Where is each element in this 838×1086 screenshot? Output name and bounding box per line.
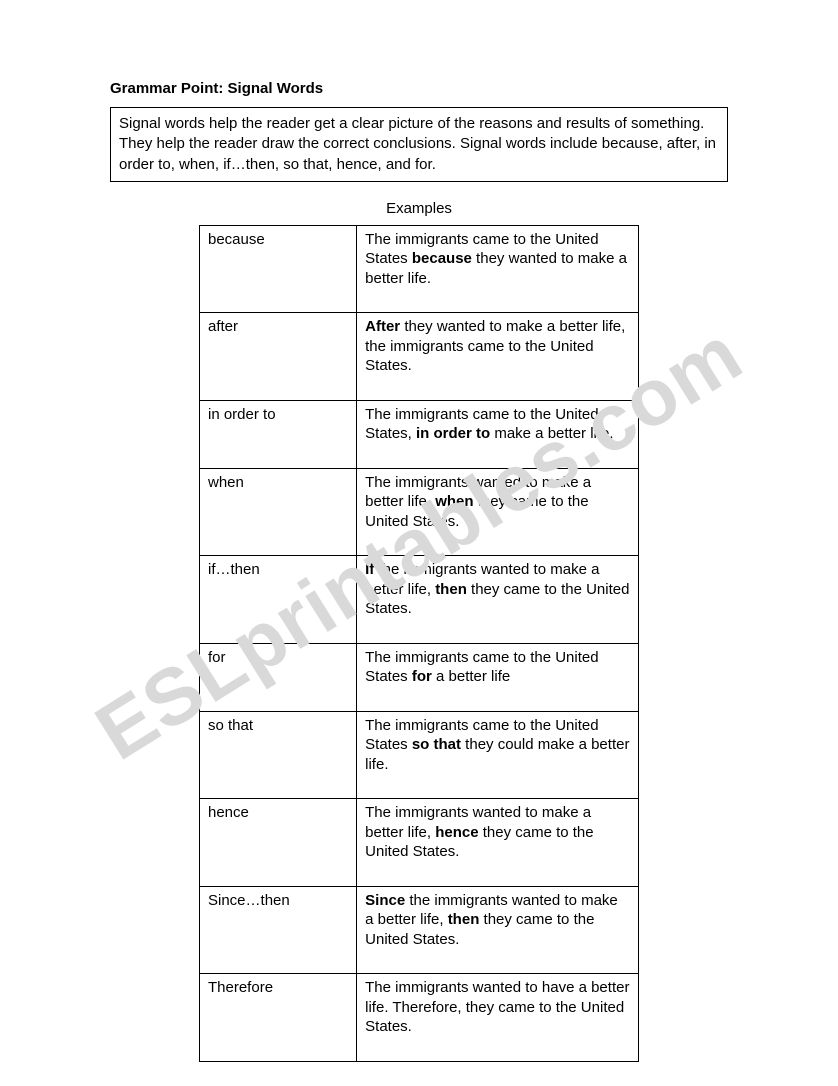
signal-word-cell: after: [200, 313, 357, 401]
sentence-part: make a better life.: [490, 425, 613, 442]
example-sentence-cell: The immigrants came to the United States…: [357, 643, 639, 711]
intro-box: Signal words help the reader get a clear…: [110, 107, 728, 182]
sentence-part: If: [365, 561, 374, 578]
page-heading: Grammar Point: Signal Words: [110, 80, 728, 97]
example-sentence-cell: The immigrants came to the United States…: [357, 711, 639, 799]
sentence-part: because: [412, 250, 472, 267]
sentence-part: when: [435, 493, 473, 510]
sentence-part: then: [435, 581, 467, 598]
sentence-part: a better life: [432, 668, 510, 685]
sentence-part: in order to: [416, 425, 490, 442]
example-sentence-cell: The immigrants wanted to have a better l…: [357, 974, 639, 1062]
signal-word-cell: in order to: [200, 400, 357, 468]
sentence-part: so that: [412, 736, 461, 753]
sentence-part: then: [448, 911, 480, 928]
example-sentence-cell: If the immigrants wanted to make a bette…: [357, 556, 639, 644]
example-sentence-cell: The immigrants came to the United States…: [357, 225, 639, 313]
signal-word-cell: hence: [200, 799, 357, 887]
examples-label: Examples: [110, 200, 728, 217]
example-sentence-cell: Since the immigrants wanted to make a be…: [357, 886, 639, 974]
page: Grammar Point: Signal Words Signal words…: [0, 0, 838, 1062]
signal-word-cell: so that: [200, 711, 357, 799]
table-row: forThe immigrants came to the United Sta…: [200, 643, 639, 711]
table-row: afterAfter they wanted to make a better …: [200, 313, 639, 401]
signal-word-cell: because: [200, 225, 357, 313]
table-row: in order toThe immigrants came to the Un…: [200, 400, 639, 468]
signal-word-cell: for: [200, 643, 357, 711]
table-row: ThereforeThe immigrants wanted to have a…: [200, 974, 639, 1062]
sentence-part: The immigrants wanted to have a better l…: [365, 979, 629, 1035]
example-sentence-cell: The immigrants wanted to make a better l…: [357, 468, 639, 556]
table-row: Since…thenSince the immigrants wanted to…: [200, 886, 639, 974]
table-row: whenThe immigrants wanted to make a bett…: [200, 468, 639, 556]
table-row: if…thenIf the immigrants wanted to make …: [200, 556, 639, 644]
sentence-part: they wanted to make a better life, the i…: [365, 318, 625, 374]
table-row: so thatThe immigrants came to the United…: [200, 711, 639, 799]
signal-word-cell: if…then: [200, 556, 357, 644]
sentence-part: for: [412, 668, 432, 685]
signal-word-cell: Therefore: [200, 974, 357, 1062]
examples-table: becauseThe immigrants came to the United…: [199, 225, 639, 1062]
example-sentence-cell: The immigrants came to the United States…: [357, 400, 639, 468]
signal-word-cell: Since…then: [200, 886, 357, 974]
examples-table-wrap: becauseThe immigrants came to the United…: [110, 225, 728, 1062]
table-row: becauseThe immigrants came to the United…: [200, 225, 639, 313]
sentence-part: hence: [435, 824, 478, 841]
example-sentence-cell: After they wanted to make a better life,…: [357, 313, 639, 401]
signal-word-cell: when: [200, 468, 357, 556]
sentence-part: After: [365, 318, 400, 335]
sentence-part: Since: [365, 892, 405, 909]
example-sentence-cell: The immigrants wanted to make a better l…: [357, 799, 639, 887]
table-row: henceThe immigrants wanted to make a bet…: [200, 799, 639, 887]
